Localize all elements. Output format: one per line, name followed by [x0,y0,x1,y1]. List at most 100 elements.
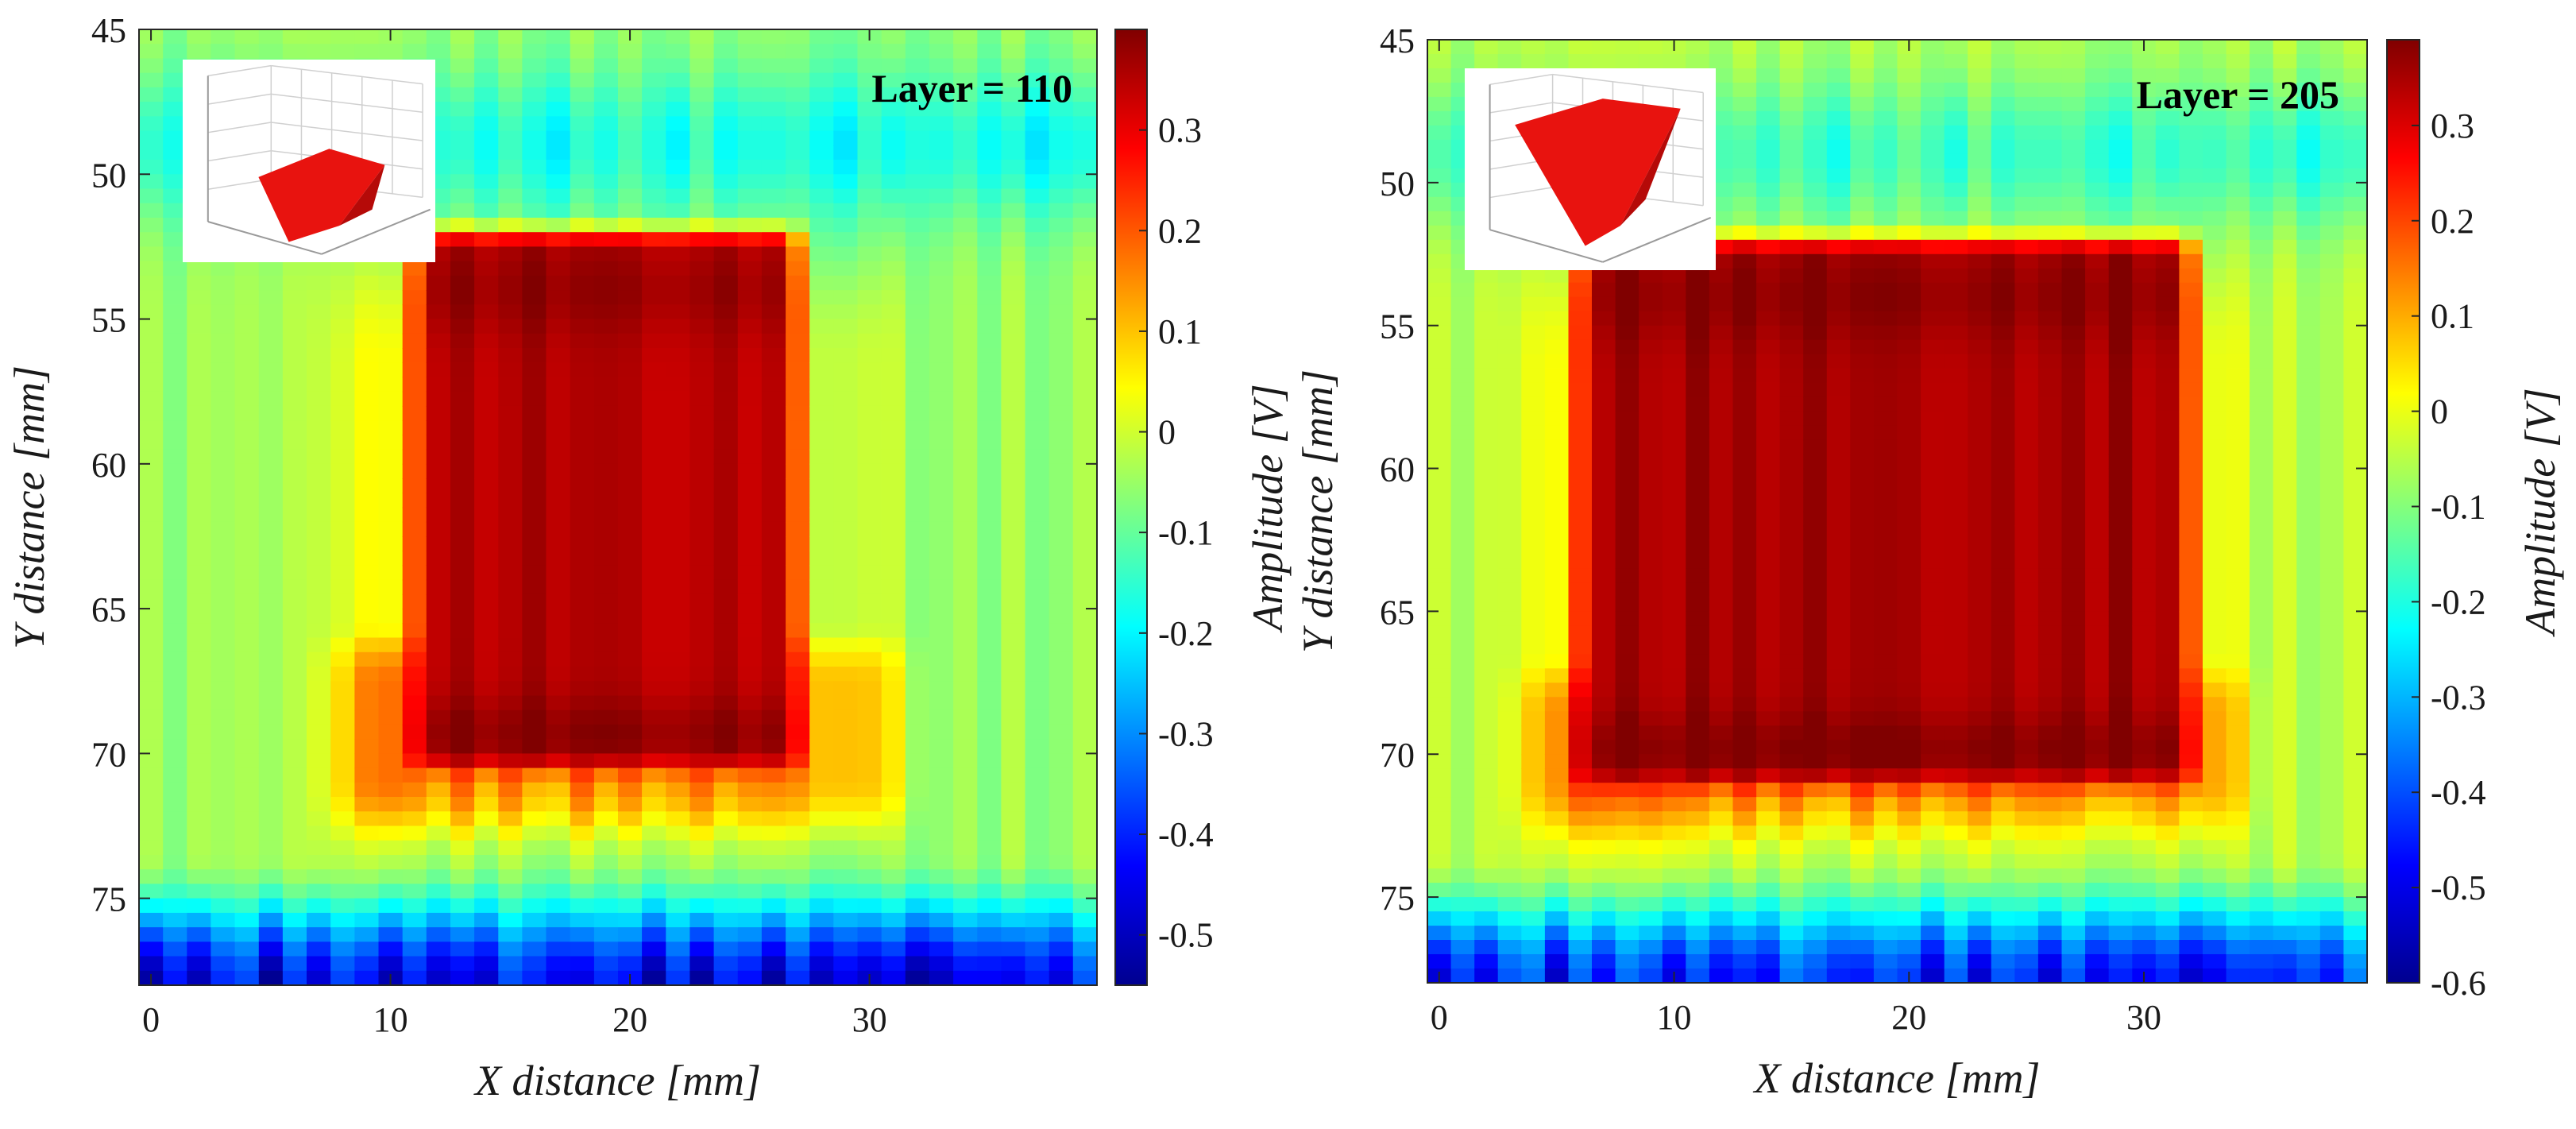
heatmap-cell [2014,711,2039,727]
heatmap-cell [786,551,810,566]
heatmap-cell [666,174,691,190]
heatmap-cell [1944,368,1969,384]
heatmap-cell [2085,840,2110,855]
heatmap-cell [1072,623,1098,639]
heatmap-cell [522,58,547,74]
heatmap-cell [833,811,859,827]
heatmap-cell [593,377,619,392]
heatmap-cell [2108,539,2134,555]
heatmap-cell [1427,797,1452,812]
heatmap-cell [1568,768,1593,783]
heatmap-cell [737,362,763,378]
heatmap-cell [618,246,643,262]
heatmap-cell [761,927,786,943]
heatmap-cell [1686,868,1710,883]
heatmap-cell [857,825,882,841]
heatmap-cell [953,319,979,334]
heatmap-cell [618,536,643,551]
heatmap-cell [1497,740,1523,756]
heatmap-cell [1474,725,1499,741]
heatmap-cell [2108,940,2134,955]
heatmap-cell [1779,539,1804,555]
heatmap-cell [1897,597,1921,613]
heatmap-cell [2061,225,2086,241]
heatmap-cell [474,507,500,523]
heatmap-cell [1427,697,1452,713]
heatmap-cell [1944,168,1969,184]
heatmap-cell [1779,139,1804,155]
heatmap-cell [2203,211,2227,226]
heatmap-cell [905,898,930,914]
heatmap-cell [1686,768,1710,783]
heatmap-cell [570,405,595,421]
heatmap-cell [1850,582,1875,598]
heatmap-cell [426,44,451,60]
heatmap-cell [1497,325,1523,341]
heatmap-cell [642,956,667,972]
heatmap-cell [1072,29,1098,44]
heatmap-cell [761,782,786,798]
heatmap-cell [1450,768,1475,783]
heatmap-cell [809,782,835,798]
heatmap-cell [1803,840,1828,855]
heatmap-cell [833,44,859,60]
heatmap-cell [2155,668,2180,684]
heatmap-cell [426,797,451,812]
heatmap-cell [1826,382,1852,398]
heatmap-cell [1049,753,1074,769]
heatmap-cell [2132,525,2157,541]
heatmap-cell [1897,682,1921,698]
heatmap-cell [618,709,643,725]
heatmap-cell [570,797,595,812]
heatmap-cell [2132,468,2157,484]
heatmap-cell [618,203,643,218]
heatmap-cell [354,898,380,914]
heatmap-cell [809,651,835,667]
heatmap-cell [689,87,715,102]
heatmap-cell [2179,554,2203,570]
heatmap-cell [666,130,691,146]
heatmap-cell [2108,611,2134,627]
heatmap-cell [1639,725,1663,741]
heatmap-cell [761,102,786,118]
heatmap-cell [1850,768,1875,783]
heatmap-cell [1991,825,2016,841]
heatmap-cell [546,463,571,479]
heatmap-cell [905,174,930,190]
heatmap-cell [1850,96,1875,112]
heatmap-cell [1921,625,1945,641]
heatmap-cell [139,855,164,870]
heatmap-cell [1826,883,1852,898]
heatmap-cell [450,753,475,769]
heatmap-cell [977,898,1002,914]
heatmap-cell [474,348,500,363]
heatmap-cell [426,825,451,841]
heatmap-cell [1427,754,1452,769]
heatmap-cell [498,435,523,450]
heatmap-cell [2203,296,2227,312]
heatmap-cell [546,420,571,436]
heatmap-cell [354,391,380,407]
heatmap-cell [1850,640,1875,655]
heatmap-cell [666,651,691,667]
heatmap-cell [187,739,212,755]
heatmap-cell [1709,597,1734,613]
heatmap-cell [881,275,906,291]
heatmap-cell [139,348,164,363]
heatmap-cell [1049,767,1074,783]
heatmap-cell [1826,411,1852,427]
heatmap-cell [689,290,715,306]
heatmap-cell [1873,797,1898,812]
heatmap-cell [498,116,523,132]
heatmap-cell [1779,83,1804,98]
heatmap-cell [1427,354,1452,369]
heatmap-cell [1639,768,1663,783]
heatmap-cell [2226,439,2250,455]
heatmap-cell [546,377,571,392]
heatmap-cell [1897,311,1921,327]
heatmap-cell [1544,783,1570,798]
heatmap-cell [1944,497,1969,512]
heatmap-cell [258,304,284,320]
heatmap-cell [354,507,380,523]
heatmap-cell [1709,883,1734,898]
